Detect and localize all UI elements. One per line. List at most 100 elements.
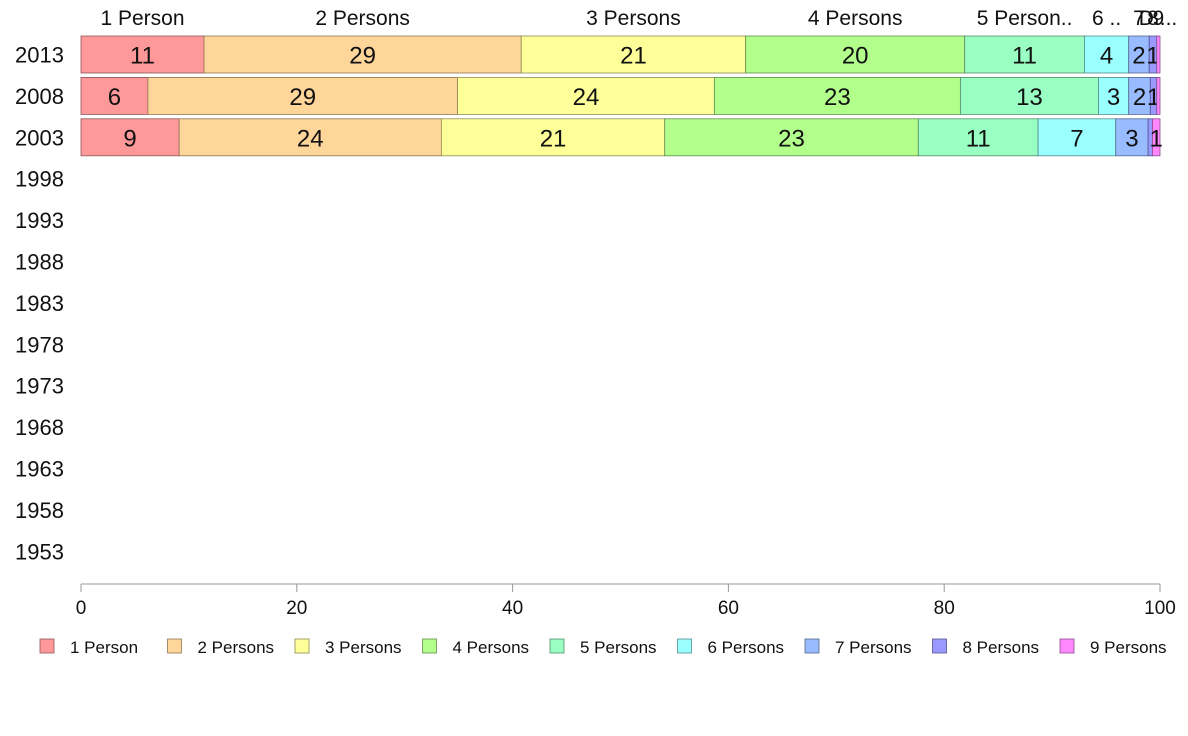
bar-segments: 11 29 21 20 11 4 2 16 29 24 23 13 3 2 19 24 21 23 11 7 3 1 [80,35,1163,157]
segment-value-label: 11 [1012,43,1037,70]
bar-segment [203,35,522,74]
year-label: 1958 [15,498,64,523]
x-tick-label: 100 [1144,598,1176,619]
x-tick-label: 80 [934,598,955,619]
bar-segment [713,77,961,115]
bar-segment [1084,35,1130,74]
bar-segment [457,77,715,115]
segment-value-label: 3 [1125,125,1138,152]
year-label: 1993 [15,208,64,233]
year-label: 1973 [15,374,64,399]
segment-value-label: 11 [130,43,155,70]
x-tick-label: 60 [718,598,739,619]
bar-segment [1037,118,1117,157]
segment-value-label: 29 [289,84,316,111]
top-category-label: 1 Person [100,7,184,30]
year-label: 2003 [15,125,64,150]
legend-label: 9 Persons [1090,638,1167,657]
legend-swatch [804,638,820,654]
legend-item: 3 Persons [294,638,402,657]
bar-segment [1156,77,1161,115]
legend-label: 3 Persons [325,638,402,657]
top-category-label: D.... [1139,7,1178,30]
segment-value-label: 24 [573,84,600,111]
segment-value-label: 6 [108,84,121,111]
legend-label: 8 Persons [963,638,1040,657]
top-category-labels: 1 Person 2 Persons 3 Persons 4 Persons 5 Per… [100,7,1177,30]
legend-item: 2 Persons [167,638,275,657]
segment-value-label: 1 [1150,125,1163,152]
legend-item: 7 Persons [804,638,912,657]
x-tick-label: 40 [502,598,523,619]
legend-label: 4 Persons [453,638,530,657]
segment-value-label: 2 [1132,43,1145,70]
legend-swatch [294,638,310,654]
legend-label: 6 Persons [708,638,785,657]
legend-label: 1 Person [70,638,138,657]
segment-value-label: 23 [778,125,805,152]
segment-value-label: 21 [540,125,567,152]
legend-swatch [39,638,55,654]
bar-segment [80,77,149,115]
x-tick-label: 20 [286,598,307,619]
legend-item: 5 Persons [549,638,657,657]
legend-label: 7 Persons [835,638,912,657]
year-label: 1963 [15,457,64,482]
bar-segment [520,35,747,74]
year-label: 1953 [15,539,64,564]
top-category-label: 6 .. [1092,7,1121,30]
segment-value-label: 7 [1070,125,1083,152]
legend-item: 8 Persons [932,638,1040,657]
legend-swatch [422,638,437,654]
top-category-label: 2 Persons [315,7,410,30]
top-category-label: 8 [1147,7,1159,30]
segment-value-label: 9 [123,125,136,152]
segment-value-label: 2 [1133,84,1146,111]
segment-value-label: 20 [842,43,869,70]
legend-swatch [167,638,182,654]
x-axis-ticks: 0 20 40 60 80 100 [76,584,1176,619]
segment-value-label: 29 [349,43,376,70]
bar-segment [1115,118,1149,157]
segment-value-label: 4 [1100,43,1113,70]
segment-value-label: 24 [297,125,324,152]
segment-value-label: 11 [966,125,991,152]
top-category-label: 3 Persons [586,7,681,30]
bar-segment [664,118,919,157]
segment-value-label: 13 [1016,84,1043,111]
top-category-label: 5 Person.. [977,7,1073,30]
year-label: 1978 [15,332,64,357]
bar-segment [147,77,458,115]
year-label: 2008 [15,84,64,109]
bar-segment [80,118,180,157]
top-category-label: 4 Persons [808,7,903,30]
legend-label: 5 Persons [580,638,657,657]
bar-segment [1152,118,1161,157]
segment-value-label: 21 [620,43,647,70]
legend-swatch [1059,638,1075,654]
legend-item: 6 Persons [677,638,785,657]
year-label: 1983 [15,291,64,316]
bar-segment [1156,35,1161,74]
segment-value-label: 3 [1107,84,1120,111]
legend-label: 2 Persons [198,638,275,657]
segment-value-label: 23 [824,84,851,111]
legend-swatch [677,638,692,654]
top-category-label: 7 [1133,7,1145,30]
legend: 1 Person 2 Persons 3 Persons 4 Persons 5 Per… [39,638,1167,657]
legend-swatch [932,638,947,654]
bar-segment [959,77,1099,115]
bar-segment [1098,77,1130,115]
x-tick-label: 0 [76,598,87,619]
segment-value-label: 1 [1146,43,1159,70]
legend-item: 9 Persons [1059,638,1167,657]
year-axis-labels: 2013 2008 2003 1998 1993 1988 1983 1978 1973 1968… [15,43,64,565]
legend-item: 1 Person [39,638,138,657]
year-label: 1988 [15,250,64,275]
year-label: 1998 [15,167,64,192]
year-label: 2013 [15,43,64,68]
bar-segment [440,118,666,157]
legend-item: 4 Persons [422,638,530,657]
bar-segment [178,118,442,157]
